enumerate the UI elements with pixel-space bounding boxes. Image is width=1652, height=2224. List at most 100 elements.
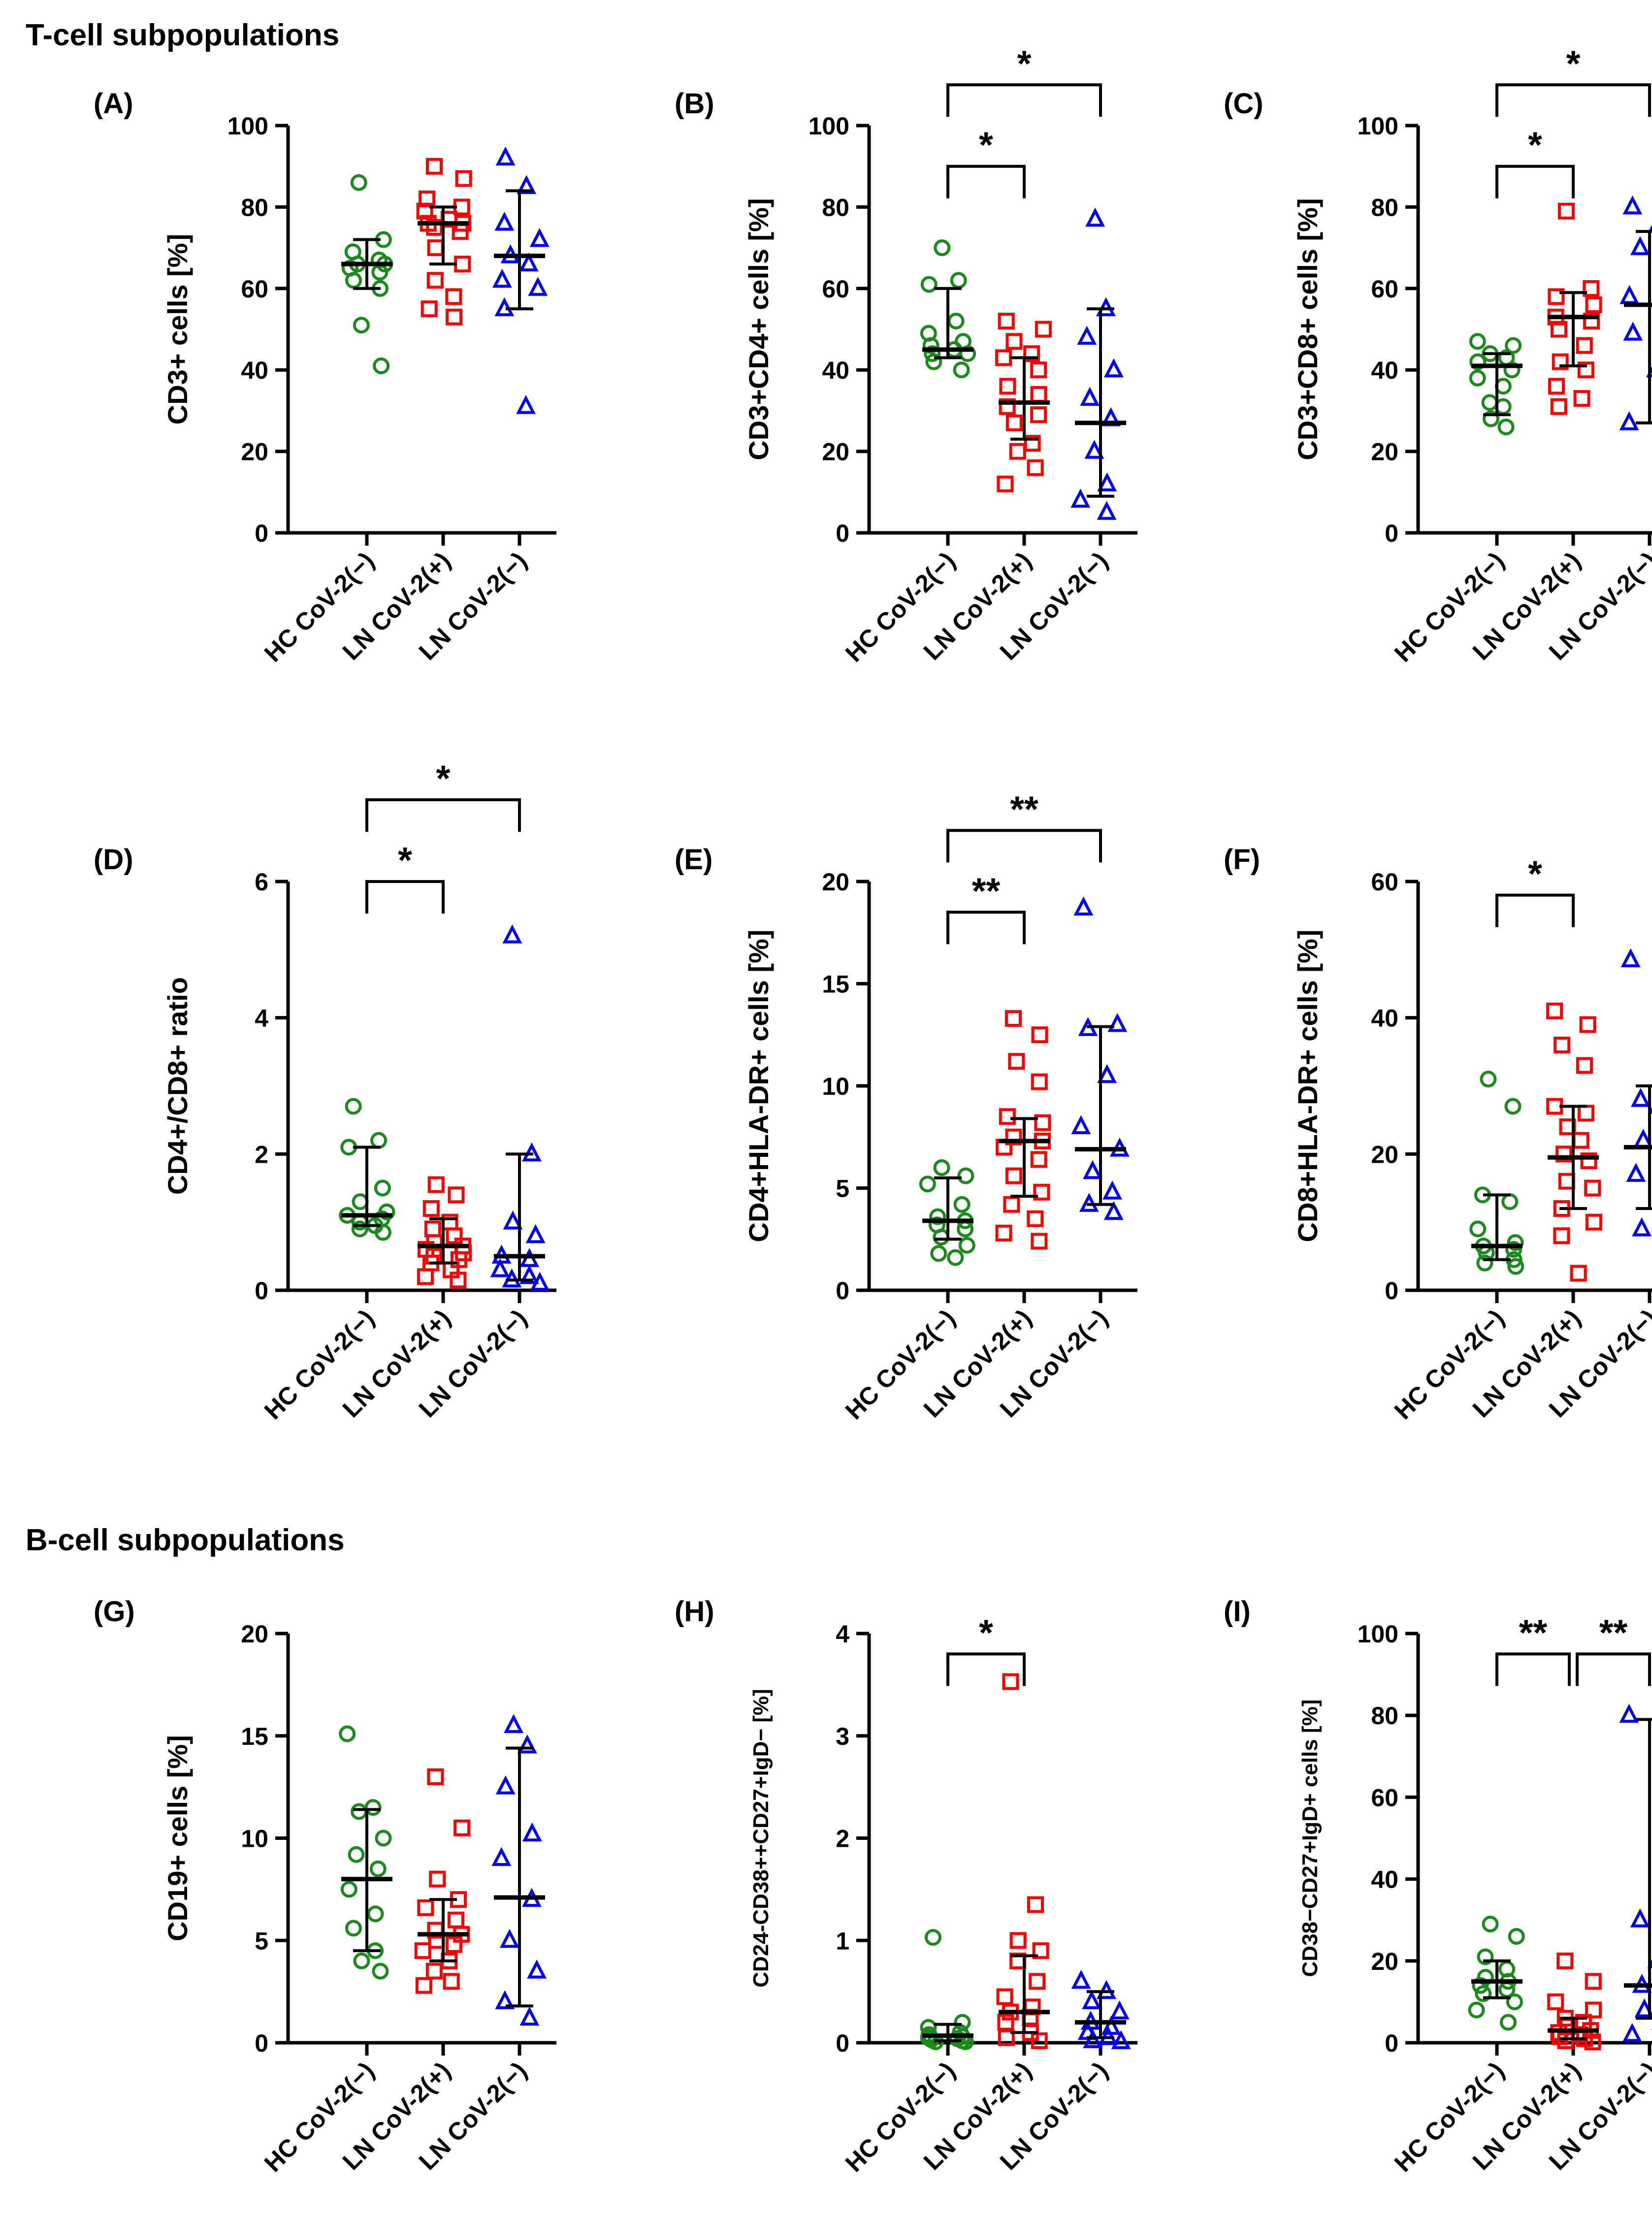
data-point-triangle bbox=[1620, 948, 1641, 968]
data-point-circle bbox=[1499, 2014, 1517, 2031]
data-point-square bbox=[1585, 2001, 1602, 2019]
y-tick-label: 0 bbox=[836, 520, 849, 547]
data-point-square bbox=[426, 158, 443, 175]
y-tick-label: 100 bbox=[1358, 1620, 1398, 1648]
data-point-square bbox=[1005, 414, 1023, 431]
data-point-square bbox=[1578, 1105, 1595, 1122]
y-axis-title: CD38−CD27+IgD+ cells [%] bbox=[1298, 1700, 1322, 1977]
y-tick-label: 0 bbox=[836, 1277, 849, 1305]
y-tick-label: 0 bbox=[255, 1277, 268, 1305]
data-point-square bbox=[1023, 345, 1040, 362]
data-point-triangle bbox=[1073, 896, 1094, 916]
data-point-triangle bbox=[1632, 1217, 1652, 1237]
data-point-square bbox=[997, 475, 1014, 492]
data-point-square bbox=[443, 1973, 460, 1990]
data-point-circle bbox=[374, 1224, 391, 1241]
data-point-triangle bbox=[1620, 285, 1640, 304]
data-point-square bbox=[1585, 1973, 1602, 1990]
data-point-square bbox=[997, 2014, 1014, 2031]
data-point-triangle bbox=[495, 1775, 516, 1795]
data-point-triangle bbox=[1080, 387, 1100, 406]
y-tick-label: 1 bbox=[836, 1927, 849, 1955]
data-point-triangle bbox=[529, 228, 550, 247]
data-point-circle bbox=[1507, 1234, 1524, 1251]
data-point-square bbox=[1035, 321, 1052, 338]
data-point-circle bbox=[1504, 1098, 1522, 1115]
panel-label: (C) bbox=[1224, 88, 1263, 120]
significance-bracket bbox=[365, 798, 521, 832]
data-point-triangle bbox=[527, 1960, 547, 1979]
data-point-square bbox=[1583, 312, 1600, 329]
data-point-square bbox=[1031, 1026, 1048, 1044]
data-point-square bbox=[1030, 361, 1047, 379]
data-point-circle bbox=[1475, 1985, 1492, 2002]
data-point-square bbox=[414, 1942, 431, 1960]
data-point-circle bbox=[348, 1846, 365, 1863]
y-tick-label: 40 bbox=[241, 357, 268, 384]
data-point-triangle bbox=[1630, 1088, 1651, 1107]
y-axis-title: CD3+ cells [%] bbox=[162, 234, 193, 425]
data-point-triangle bbox=[495, 146, 516, 166]
data-point-square bbox=[1027, 1896, 1044, 1913]
data-point-square bbox=[1005, 1167, 1023, 1184]
data-point-circle bbox=[1469, 353, 1487, 370]
data-point-circle bbox=[375, 1830, 392, 1847]
data-point-square bbox=[1027, 459, 1044, 476]
data-point-square bbox=[427, 239, 444, 257]
data-point-circle bbox=[1477, 1969, 1494, 1986]
data-point-square bbox=[415, 1977, 432, 1994]
data-point-triangle bbox=[1630, 1908, 1650, 1928]
data-point-triangle bbox=[1071, 1969, 1091, 1989]
data-point-circle bbox=[370, 1132, 388, 1149]
y-tick-label: 3 bbox=[836, 1723, 849, 1750]
data-point-triangle bbox=[1085, 207, 1105, 227]
y-tick-label: 60 bbox=[241, 275, 268, 303]
data-point-circle bbox=[351, 1803, 368, 1820]
panel-label: (D) bbox=[94, 844, 133, 876]
data-point-triangle bbox=[1622, 2023, 1642, 2042]
data-point-square bbox=[1584, 1179, 1601, 1197]
y-tick-label: 0 bbox=[255, 520, 268, 547]
data-point-circle bbox=[953, 361, 970, 379]
y-tick-label: 0 bbox=[1385, 2029, 1398, 2057]
y-tick-label: 0 bbox=[255, 2029, 268, 2057]
significance-bracket bbox=[946, 1652, 1026, 1686]
data-point-circle bbox=[920, 276, 938, 293]
data-point-circle bbox=[1477, 1948, 1494, 1965]
significance-bracket bbox=[1495, 893, 1575, 927]
data-point-circle bbox=[947, 312, 965, 329]
data-point-circle bbox=[353, 317, 370, 334]
data-point-triangle bbox=[1082, 1990, 1102, 2009]
data-point-square bbox=[1031, 2032, 1048, 2049]
data-point-circle bbox=[958, 1237, 975, 1254]
data-point-circle bbox=[925, 353, 942, 370]
data-point-square bbox=[1550, 398, 1567, 415]
data-point-square bbox=[422, 1200, 440, 1217]
panel-label: (F) bbox=[1224, 844, 1260, 876]
data-point-square bbox=[995, 349, 1012, 366]
data-point-circle bbox=[924, 345, 941, 362]
y-tick-label: 20 bbox=[1371, 1141, 1398, 1168]
data-point-circle bbox=[1469, 333, 1486, 350]
data-point-square bbox=[1002, 1673, 1019, 1690]
y-tick-label: 2 bbox=[255, 1141, 268, 1168]
y-axis-title: CD4+/CD8+ ratio bbox=[162, 977, 193, 1195]
data-point-square bbox=[996, 1988, 1013, 2005]
data-point-square bbox=[450, 1272, 467, 1289]
data-point-triangle bbox=[1111, 2030, 1131, 2049]
data-point-square bbox=[427, 1768, 444, 1785]
y-axis-title: CD8+HLA-DR+ cells [%] bbox=[1292, 930, 1323, 1243]
y-tick-label: 0 bbox=[1385, 520, 1398, 547]
panel-label: (G) bbox=[94, 1596, 135, 1628]
data-point-circle bbox=[957, 1167, 974, 1184]
data-point-square bbox=[1030, 406, 1047, 424]
data-point-square bbox=[1027, 1210, 1044, 1227]
data-point-triangle bbox=[1083, 1160, 1102, 1179]
y-tick-label: 60 bbox=[822, 275, 849, 303]
data-point-square bbox=[1547, 1993, 1564, 2010]
y-axis-title: CD4+HLA-DR+ cells [%] bbox=[743, 930, 774, 1243]
data-point-triangle bbox=[1619, 411, 1639, 430]
panel-label: (B) bbox=[675, 88, 714, 120]
